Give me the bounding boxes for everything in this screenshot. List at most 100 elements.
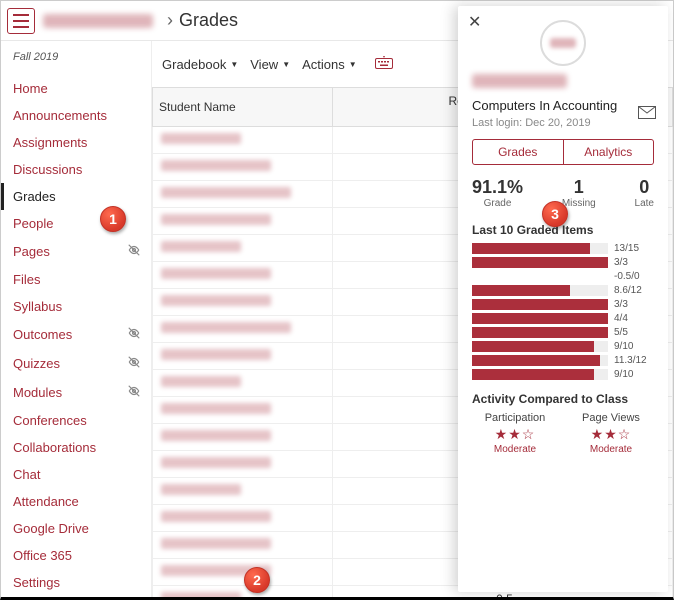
sidebar-item-label: Assignments	[13, 135, 87, 150]
hidden-icon	[127, 355, 141, 372]
grades-button[interactable]: Grades	[472, 139, 564, 165]
student-name-redacted[interactable]	[161, 349, 271, 360]
chevron-down-icon: ▼	[282, 60, 290, 69]
course-title: Computers In Accounting	[472, 98, 654, 113]
sidebar-item-collaborations[interactable]: Collaborations	[13, 434, 151, 461]
activity-participation: Participation ★★☆ Moderate	[472, 412, 558, 455]
student-name-redacted[interactable]	[161, 511, 271, 522]
last-login: Last login: Dec 20, 2019	[472, 117, 654, 129]
student-name-redacted[interactable]	[161, 268, 271, 279]
bar-label: 9/10	[614, 341, 654, 352]
sidebar-item-google-drive[interactable]: Google Drive	[13, 515, 151, 542]
student-name-redacted[interactable]	[161, 241, 241, 252]
student-name-redacted[interactable]	[161, 133, 241, 144]
sidebar-item-label: Announcements	[13, 108, 107, 123]
sidebar-item-conferences[interactable]: Conferences	[13, 407, 151, 434]
student-name-redacted[interactable]	[161, 187, 291, 198]
stat-late-value: 0	[635, 177, 654, 198]
student-name-redacted[interactable]	[161, 592, 241, 597]
grade-bar-row[interactable]: 13/15	[472, 243, 654, 254]
student-name-redacted[interactable]	[161, 457, 271, 468]
grade-bar-row[interactable]: 11.3/12	[472, 355, 654, 366]
sidebar-item-label: Grades	[13, 189, 56, 204]
grade-bar-row[interactable]: -0.5/0	[472, 271, 654, 282]
stat-grade-value: 91.1%	[472, 177, 523, 198]
annotation-callout-2: 2	[244, 567, 270, 593]
sidebar-item-label: Settings	[13, 575, 60, 590]
student-tray-panel: ✕ Computers In Accounting Last login: De…	[458, 6, 668, 592]
bar-track	[472, 243, 608, 254]
sidebar-item-files[interactable]: Files	[13, 266, 151, 293]
student-name-redacted[interactable]	[161, 160, 271, 171]
hamburger-menu-button[interactable]	[7, 8, 35, 34]
student-name-redacted[interactable]	[161, 214, 271, 225]
last-items-heading: Last 10 Graded Items	[472, 223, 654, 237]
bar-track	[472, 285, 608, 296]
bar-label: 3/3	[614, 299, 654, 310]
sidebar-item-chat[interactable]: Chat	[13, 461, 151, 488]
sidebar-item-outcomes[interactable]: Outcomes	[13, 320, 151, 349]
grade-bar-row[interactable]: 3/3	[472, 257, 654, 268]
student-name-redacted[interactable]	[161, 484, 241, 495]
sidebar-item-label: Chat	[13, 467, 40, 482]
grade-bar-row[interactable]: 5/5	[472, 327, 654, 338]
close-icon[interactable]: ✕	[468, 12, 481, 32]
student-name-redacted[interactable]	[161, 430, 271, 441]
grade-bar-row[interactable]: 8.6/12	[472, 285, 654, 296]
actions-menu[interactable]: Actions ▼	[302, 57, 357, 72]
activity-heading: Activity Compared to Class	[472, 392, 654, 406]
sidebar-item-label: Office 365	[13, 548, 72, 563]
hidden-icon	[127, 243, 141, 260]
keyboard-icon[interactable]	[375, 56, 393, 73]
avatar[interactable]	[540, 20, 586, 66]
grade-bar-row[interactable]: 9/10	[472, 369, 654, 380]
column-header-student[interactable]: Student Name	[153, 88, 333, 127]
bar-track	[472, 341, 608, 352]
sidebar-item-label: Pages	[13, 244, 50, 259]
stars-icon: ★★☆	[568, 426, 654, 443]
student-name-redacted[interactable]	[472, 74, 567, 88]
sidebar-item-modules[interactable]: Modules	[13, 378, 151, 407]
student-name-redacted[interactable]	[161, 538, 271, 549]
gradebook-menu[interactable]: Gradebook ▼	[162, 57, 238, 72]
student-name-redacted[interactable]	[161, 295, 271, 306]
sidebar-item-office-365[interactable]: Office 365	[13, 542, 151, 569]
sidebar-item-pages[interactable]: Pages	[13, 237, 151, 266]
sidebar-item-home[interactable]: Home	[13, 75, 151, 102]
sidebar-item-grades[interactable]: Grades	[1, 183, 151, 210]
student-name-redacted[interactable]	[161, 376, 241, 387]
breadcrumb: › Grades	[161, 10, 238, 31]
student-name-redacted[interactable]	[161, 322, 291, 333]
bar-label: -0.5/0	[614, 271, 654, 282]
bar-label: 9/10	[614, 369, 654, 380]
sidebar-item-label: Conferences	[13, 413, 87, 428]
bar-track	[472, 271, 608, 282]
annotation-callout-1: 1	[100, 206, 126, 232]
bar-label: 13/15	[614, 243, 654, 254]
hidden-icon	[127, 326, 141, 343]
course-name-redacted[interactable]	[43, 14, 153, 28]
sidebar-item-label: Quizzes	[13, 356, 60, 371]
grade-bar-row[interactable]: 9/10	[472, 341, 654, 352]
sidebar-item-syllabus[interactable]: Syllabus	[13, 293, 151, 320]
sidebar-item-discussions[interactable]: Discussions	[13, 156, 151, 183]
sidebar-item-people[interactable]: People	[13, 210, 151, 237]
bar-track	[472, 355, 608, 366]
sidebar-item-attendance[interactable]: Attendance	[13, 488, 151, 515]
sidebar-item-quizzes[interactable]: Quizzes	[13, 349, 151, 378]
analytics-button[interactable]: Analytics	[564, 139, 655, 165]
bar-track	[472, 327, 608, 338]
bar-track	[472, 257, 608, 268]
bar-track	[472, 299, 608, 310]
bar-label: 11.3/12	[614, 355, 654, 366]
sidebar-item-label: Syllabus	[13, 299, 62, 314]
sidebar-item-announcements[interactable]: Announcements	[13, 102, 151, 129]
envelope-icon[interactable]	[638, 106, 656, 122]
sidebar-item-assignments[interactable]: Assignments	[13, 129, 151, 156]
grade-bar-row[interactable]: 3/3	[472, 299, 654, 310]
view-menu[interactable]: View ▼	[250, 57, 290, 72]
student-name-redacted[interactable]	[161, 403, 271, 414]
stars-icon: ★★☆	[472, 426, 558, 443]
grade-bar-row[interactable]: 4/4	[472, 313, 654, 324]
sidebar-item-settings[interactable]: Settings	[13, 569, 151, 596]
